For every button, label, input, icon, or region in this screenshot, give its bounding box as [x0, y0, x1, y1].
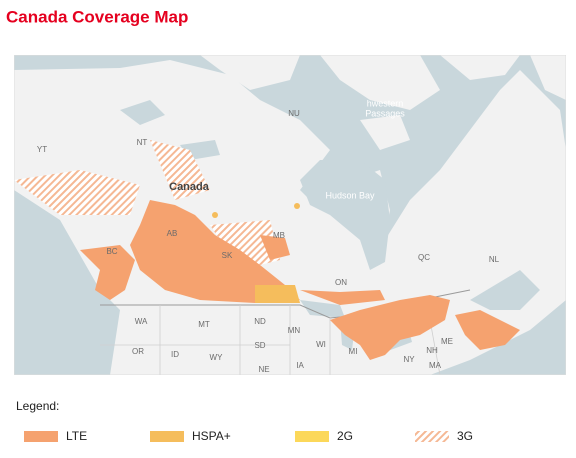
- legend-label: HSPA+: [192, 429, 231, 443]
- map: [14, 55, 566, 375]
- map-label: WI: [316, 340, 326, 349]
- map-label: NY: [403, 355, 415, 364]
- map-label: SD: [254, 341, 265, 350]
- map-label: WY: [210, 353, 224, 362]
- map-label: MA: [429, 361, 442, 370]
- map-label: AB: [167, 229, 178, 238]
- map-label: Canada: [169, 181, 210, 193]
- map-label: MT: [198, 320, 210, 329]
- map-label: BC: [106, 247, 117, 256]
- map-label: NT: [137, 138, 148, 147]
- map-label: ON: [335, 278, 347, 287]
- map-label: MN: [288, 326, 301, 335]
- map-label: YT: [37, 145, 47, 154]
- legend-label: 3G: [457, 429, 473, 443]
- legend-swatch: [24, 431, 58, 442]
- map-label: NE: [258, 365, 269, 374]
- map-label: OR: [132, 347, 144, 356]
- map-label: hwestern: [367, 98, 404, 108]
- map-label: ME: [441, 337, 453, 346]
- map-label: Passages: [365, 108, 405, 118]
- legend-label: 2G: [337, 429, 353, 443]
- map-label: NL: [489, 255, 500, 264]
- map-label: QC: [418, 253, 430, 262]
- map-label: MB: [273, 231, 285, 240]
- map-label: WA: [135, 317, 148, 326]
- legend-swatch: [150, 431, 184, 442]
- map-label: ID: [171, 350, 179, 359]
- map-label: Hudson Bay: [325, 190, 375, 200]
- map-label: NU: [288, 109, 300, 118]
- map-label: ND: [254, 317, 266, 326]
- legend-swatch: [295, 431, 329, 442]
- legend-label: LTE: [66, 429, 87, 443]
- legend-title: Legend:: [16, 399, 59, 413]
- map-label: NH: [426, 346, 438, 355]
- legend: LTE HSPA+ 2G 3G: [24, 429, 473, 443]
- map-label: SK: [222, 251, 233, 260]
- legend-swatch: [415, 431, 449, 442]
- map-label: IA: [296, 361, 304, 370]
- map-label: MI: [349, 347, 358, 356]
- title: Canada Coverage Map: [6, 7, 188, 26]
